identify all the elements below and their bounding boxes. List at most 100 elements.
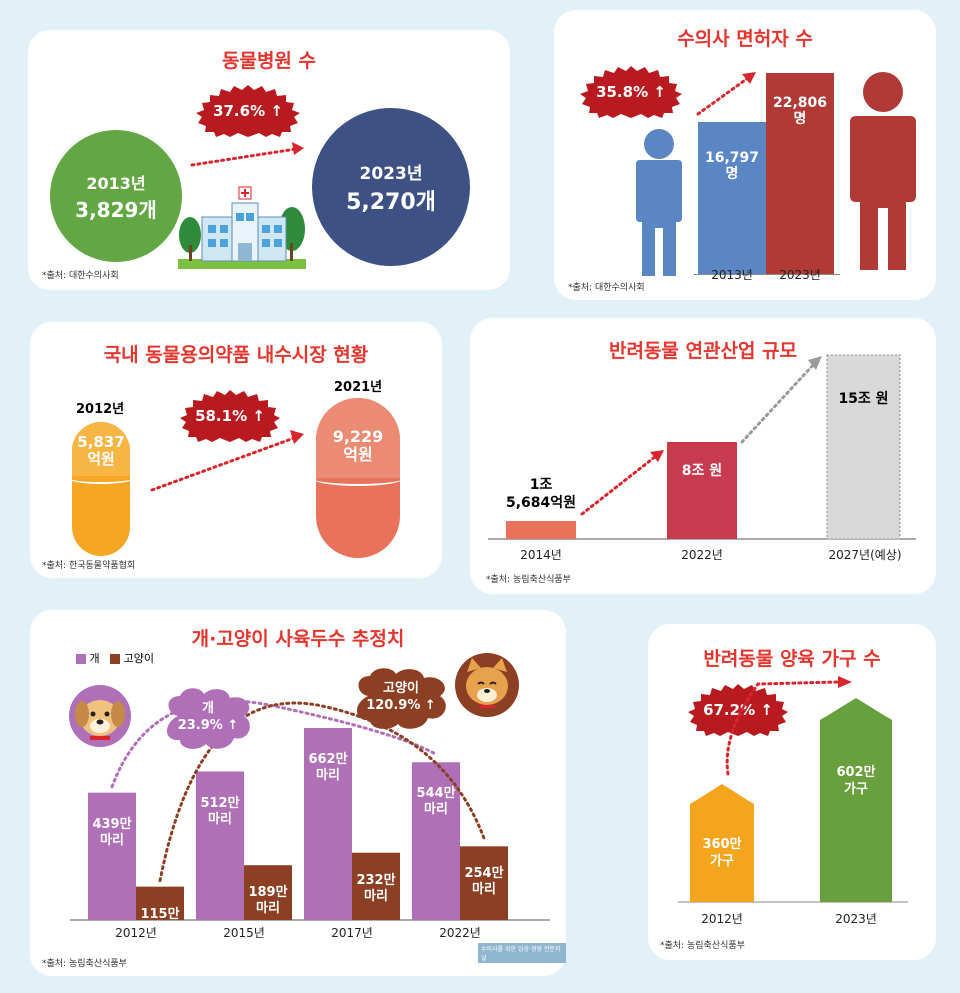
dog-bar-0 xyxy=(88,792,136,920)
hospitals-source: *출처: 대한수의사회 xyxy=(42,271,119,281)
licenses-2023-unit: 명 xyxy=(793,111,807,127)
hospitals-trend-arrow xyxy=(190,142,304,167)
pet-industry-card: 반려동물 연관산업 규모 1조 5,684억원 8조 원 15조 원 2014년… xyxy=(470,318,936,594)
up-arrow-icon: ↑ xyxy=(653,83,666,101)
households-bar-2012 xyxy=(690,784,754,902)
drug-2012-year: 2012년 xyxy=(76,402,125,417)
population-chart xyxy=(70,699,550,921)
hospitals-2023-circle: 2023년 5,270개 xyxy=(312,108,470,266)
licenses-year-2013: 2013년 xyxy=(711,268,753,282)
up-arrow-icon: ↑ xyxy=(424,698,436,713)
industry-2014-label: 1조 5,684억원 xyxy=(490,476,592,512)
drug-2021-unit: 억원 xyxy=(343,445,373,464)
cat-bar-label-2: 232만 마리 xyxy=(356,872,396,904)
person-red-icon xyxy=(850,72,916,270)
pet-population-title: 개·고양이 사육두수 추정치 xyxy=(191,628,405,650)
households-source: *출처: 농림축산식품부 xyxy=(660,941,745,951)
journal-watermark: 수의사를 위한 임상·경영 전문저널 xyxy=(478,943,566,963)
households-2023-label: 602만 가구 xyxy=(820,764,892,798)
industry-bar-2014 xyxy=(506,521,576,539)
cat-bar-2 xyxy=(352,852,400,920)
seal-shape-icon xyxy=(688,684,788,736)
up-arrow-icon: ↑ xyxy=(760,701,773,719)
cat-bar-0 xyxy=(136,886,184,920)
hospitals-increase-badge: 37.6% ↑ xyxy=(196,85,300,137)
drug-market-card: 국내 동물용의약품 내수시장 현황 2012년 2021년 5,837 억원 9… xyxy=(30,322,442,578)
households-2012-label: 360만 가구 xyxy=(690,836,754,870)
licenses-bar-2013: 16,797 명 xyxy=(698,122,766,274)
industry-year-2027: 2027년(예상) xyxy=(828,548,902,562)
population-year-1: 2015년 xyxy=(223,926,265,940)
hospitals-2023-count: 5,270개 xyxy=(346,189,436,215)
industry-2014-value-line2: 5,684억원 xyxy=(505,495,577,511)
vet-hospitals-card: 동물병원 수 2013년 3,829개 2023년 5,270개 37.6% ↑ xyxy=(28,30,510,290)
licenses-bar-2023: 22,806 명 xyxy=(766,73,834,274)
licenses-2023-value: 22,806 xyxy=(772,95,828,111)
industry-bar-2027 xyxy=(826,354,901,540)
legend-cat-swatch xyxy=(110,654,121,664)
vet-licenses-title: 수의사 면허자 수 xyxy=(677,28,813,50)
population-year-2: 2017년 xyxy=(331,926,373,940)
cloud-badge-icon xyxy=(166,688,250,749)
dog-face-icon xyxy=(69,685,131,747)
cat-increase-name: 고양이 xyxy=(383,681,419,696)
vet-hospitals-title: 동물병원 수 xyxy=(221,50,316,72)
industry-2022-label: 8조 원 xyxy=(681,463,723,479)
industry-source: *출처: 농림축산식품부 xyxy=(486,575,571,585)
households-2012-value: 360만 xyxy=(702,837,742,852)
dog-bar-label-2: 662만 마리 xyxy=(308,752,348,784)
hospitals-2013-circle: 2013년 3,829개 xyxy=(50,130,182,262)
dog-bar-label-0: 439만 마리 xyxy=(92,816,132,848)
hospital-building-icon xyxy=(178,186,306,269)
industry-year-2014: 2014년 xyxy=(520,548,562,562)
drug-trend-arrow xyxy=(150,430,304,492)
cat-bar-1 xyxy=(244,865,292,920)
population-year-3: 2022년 xyxy=(439,926,481,940)
dog-bar-label-3: 544만 마리 xyxy=(416,786,456,818)
households-2023-unit: 가구 xyxy=(844,782,868,797)
drug-source: *출처: 한국동물약품협회 xyxy=(42,561,136,571)
dog-bar-3 xyxy=(412,762,460,920)
dog-increase-name: 개 xyxy=(202,701,214,716)
person-blue-icon xyxy=(636,129,682,276)
licenses-year-2023: 2023년 xyxy=(779,268,821,282)
up-arrow-icon: ↑ xyxy=(252,407,265,425)
dog-bar-1 xyxy=(196,771,244,920)
population-year-0: 2012년 xyxy=(115,926,157,940)
households-2012-unit: 가구 xyxy=(710,854,734,869)
licenses-increase-value: 35.8% xyxy=(596,83,649,101)
licenses-baseline xyxy=(694,274,840,275)
cat-bar-3 xyxy=(460,846,508,920)
seal-shape-icon xyxy=(580,66,682,118)
drug-2012-unit: 억원 xyxy=(87,450,115,468)
legend-dog-swatch xyxy=(76,654,86,664)
drug-2021-value: 9,229 xyxy=(332,427,384,446)
drug-2021-capsule: 9,229 억원 xyxy=(316,398,400,558)
pet-households-title: 반려동물 양육 가구 수 xyxy=(703,648,881,670)
licenses-source: *출처: 대한수의사회 xyxy=(568,283,645,293)
licenses-2013-unit: 명 xyxy=(725,166,739,182)
households-trend-arrow xyxy=(725,676,852,776)
drug-market-title: 국내 동물용의약품 내수시장 현황 xyxy=(103,344,369,366)
up-arrow-icon: ↑ xyxy=(227,718,239,733)
hospitals-increase-value: 37.6% xyxy=(213,102,266,120)
industry-2014-value-line1: 1조 xyxy=(529,477,553,493)
drug-increase-badge: 58.1% ↑ xyxy=(180,390,280,442)
cat-increase-badge: 고양이 120.9% ↑ xyxy=(348,666,454,732)
pet-population-card: 개·고양이 사육두수 추정치 개 고양이 xyxy=(30,610,566,976)
population-source: *출처: 농림축산식품부 xyxy=(42,959,127,969)
licenses-2013-value: 16,797 xyxy=(704,150,760,166)
legend-cat-label: 고양이 xyxy=(123,652,154,665)
seal-shape-icon xyxy=(196,85,300,137)
cat-increase-value: 120.9% xyxy=(366,698,421,713)
households-year-2023: 2023년 xyxy=(835,912,877,926)
households-increase-value: 67.2% xyxy=(703,701,756,719)
vet-licenses-card: 수의사 면허자 수 35.8% ↑ 16,797 명 22,806 명 2013… xyxy=(554,10,936,300)
households-2023-value: 602만 xyxy=(836,765,876,780)
licenses-increase-badge: 35.8% ↑ xyxy=(580,66,682,118)
industry-year-2022: 2022년 xyxy=(681,548,723,562)
households-increase-badge: 67.2% ↑ xyxy=(688,684,788,736)
dog-bar-2 xyxy=(304,728,352,920)
households-bars xyxy=(678,694,908,903)
hospitals-2013-year: 2013년 xyxy=(86,173,146,193)
